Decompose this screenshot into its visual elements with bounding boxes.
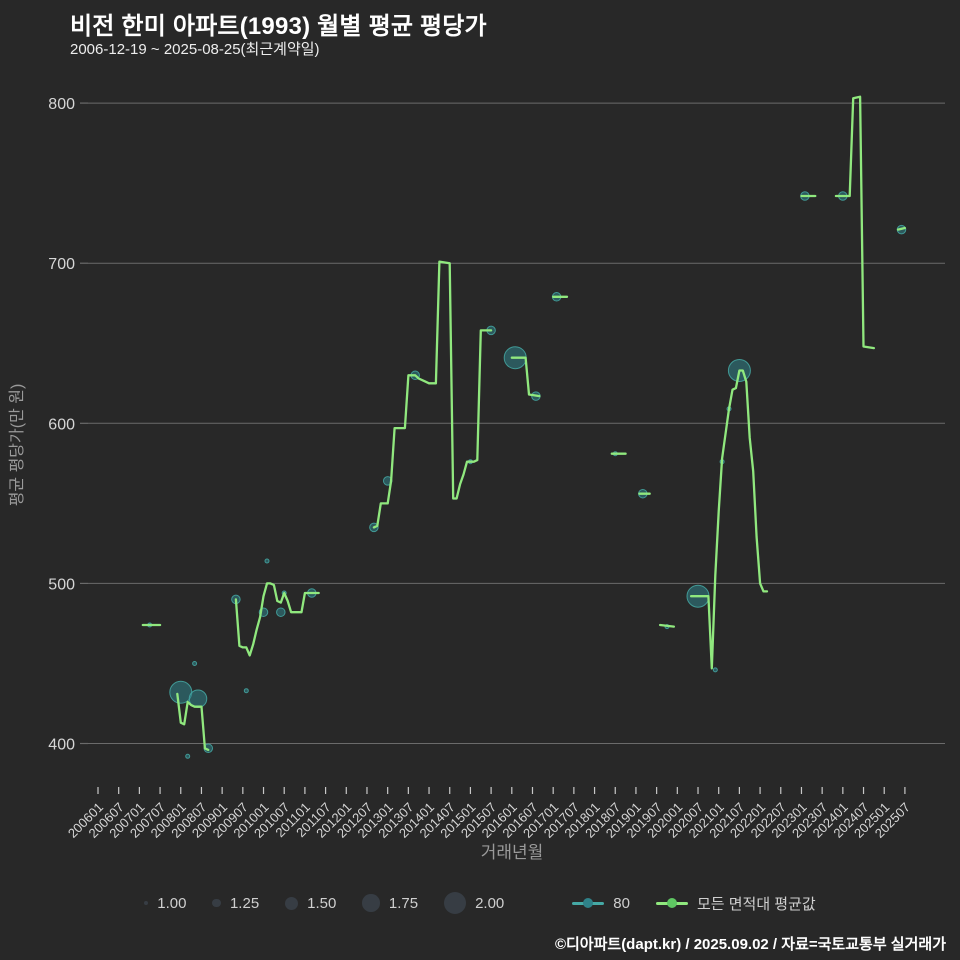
- x-axis-ticks: 2006012006072007012007072008012008072009…: [65, 787, 913, 841]
- series-label: 모든 면적대 평균값: [696, 895, 816, 913]
- size-legend-item: 1.00: [144, 895, 186, 912]
- scatter-point-80: [169, 680, 193, 704]
- scatter-point-80: [185, 753, 191, 759]
- y-tick-label: 600: [48, 416, 75, 433]
- avg-line-segment: [234, 582, 320, 657]
- plot-area: 400 500 600 700 800 200601200607200701200707…: [8, 95, 945, 862]
- avg-line-segment: [896, 226, 907, 231]
- x-axis-title: 거래년월: [481, 843, 544, 862]
- avg-line-segment: [372, 260, 493, 529]
- series-marker-icon: [572, 898, 605, 909]
- scatter-point-80: [243, 688, 249, 694]
- size-dot: [444, 892, 467, 914]
- scatter-point-80: [192, 661, 198, 666]
- scatter-point-80: [264, 558, 270, 564]
- scatter-point-80: [276, 607, 286, 617]
- y-axis-title: 평균 평당가(만 원): [8, 384, 26, 507]
- avg-line-segment: [510, 356, 541, 398]
- size-legend-item: 1.25: [212, 895, 259, 912]
- y-tick-label: 700: [48, 256, 75, 273]
- size-legend-item: 1.50: [285, 895, 336, 912]
- size-dot: [212, 898, 221, 908]
- size-label: 1.25: [229, 894, 260, 912]
- avg-line-segment: [834, 95, 876, 350]
- size-dot: [285, 896, 299, 910]
- chart-subtitle: 2006-12-19 ~ 2025-08-25(최근계약일): [70, 41, 320, 58]
- legend: 1.00 1.25 1.50 1.75 2.00 80 모든 면적대 평균값: [0, 892, 960, 914]
- series-label: 80: [613, 894, 630, 912]
- size-dot: [362, 894, 380, 912]
- avg-line-segment: [658, 623, 676, 628]
- chart-title: 비전 한미 아파트(1993) 월별 평균 평당가: [70, 13, 487, 40]
- size-legend-item: 2.00: [444, 892, 504, 914]
- size-legend-item: 1.75: [362, 894, 418, 912]
- y-tick-label: 800: [48, 96, 75, 113]
- legend-item-80: 80: [572, 895, 630, 912]
- footer-credit: ©디아파트(dapt.kr) / 2025.09.02 / 자료=국토교통부 실…: [554, 936, 946, 953]
- legend-item-average: 모든 면적대 평균값: [655, 893, 816, 914]
- size-label: 1.75: [388, 894, 419, 912]
- data-series: [141, 95, 907, 759]
- avg-line-segment: [176, 692, 210, 752]
- scatter-point-80: [712, 667, 718, 673]
- avg-line-segment: [689, 369, 769, 670]
- size-dot: [144, 901, 149, 905]
- series-marker-icon: [655, 898, 688, 909]
- size-label: 2.00: [475, 894, 505, 912]
- gridlines: 400 500 600 700 800: [48, 96, 945, 754]
- y-tick-label: 500: [48, 576, 75, 593]
- size-label: 1.50: [307, 894, 337, 912]
- size-label: 1.00: [157, 894, 187, 912]
- y-tick-label: 400: [48, 737, 75, 754]
